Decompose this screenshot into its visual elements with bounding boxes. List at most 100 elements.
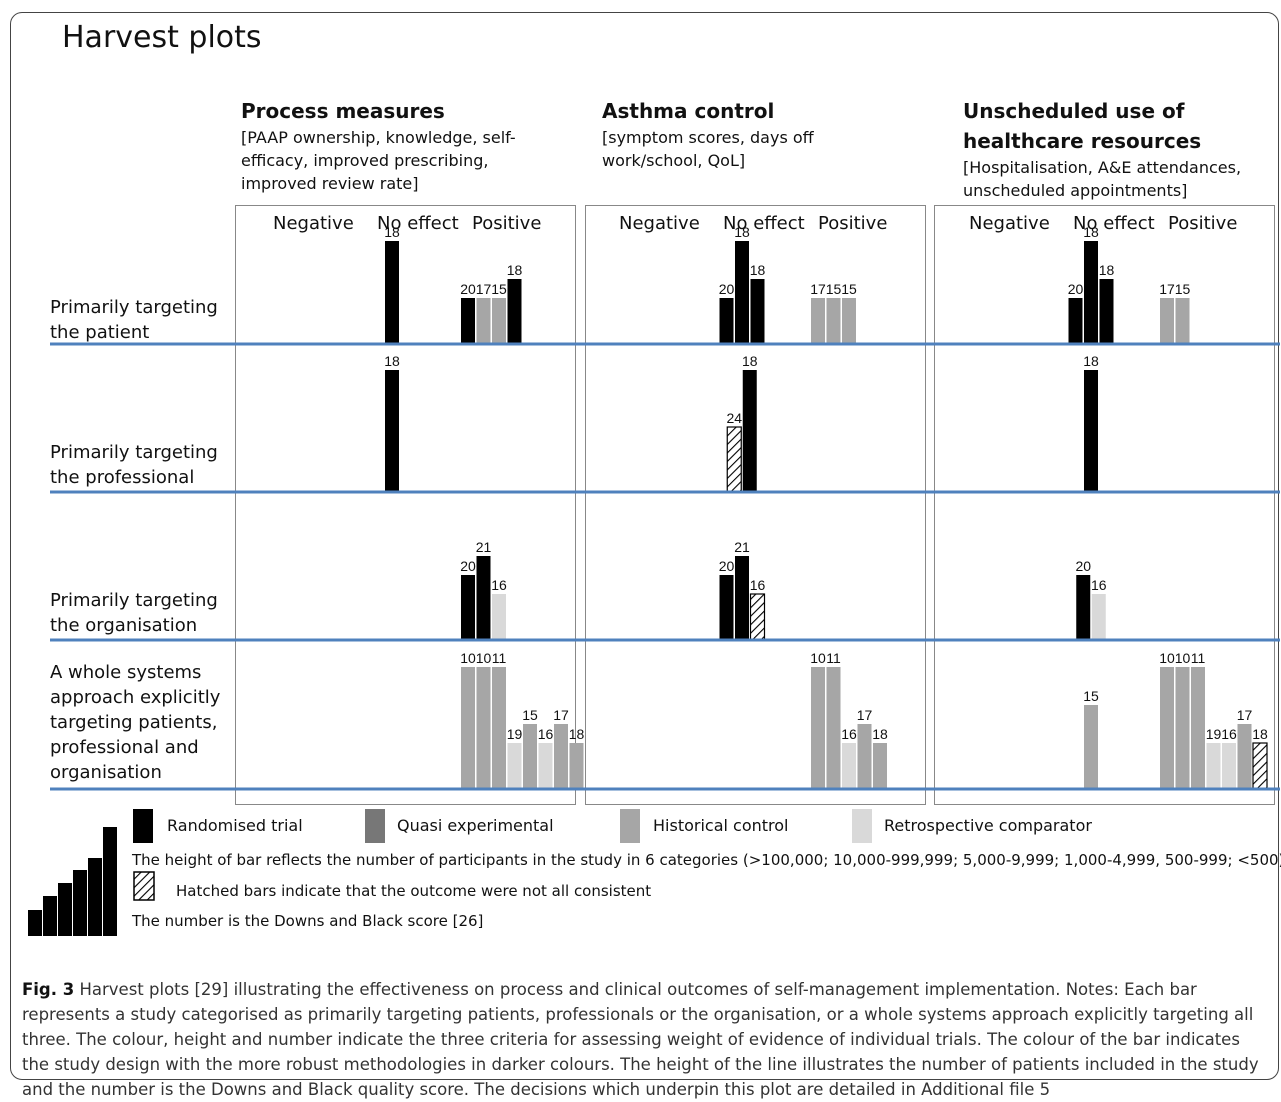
- staircase-step: [28, 910, 42, 936]
- study-bar: [811, 298, 825, 344]
- study-bar: [554, 724, 568, 789]
- score-label: 20: [1068, 281, 1084, 297]
- study-bar: [1191, 667, 1205, 789]
- score-label: 18: [384, 224, 400, 240]
- score-label: 16: [841, 726, 857, 742]
- score-label: 20: [1075, 558, 1091, 574]
- score-label: 19: [507, 726, 523, 742]
- study-bar: [1068, 298, 1083, 344]
- legend-hatch-note: Hatched bars indicate that the outcome w…: [176, 882, 652, 900]
- column-header-process: Process measures [PAAP ownership, knowle…: [241, 96, 561, 195]
- score-label: 10: [1175, 650, 1191, 666]
- legend-swatch-randomised: [133, 809, 153, 843]
- score-label: 16: [1221, 726, 1237, 742]
- row-label-professional: Primarily targeting the professional: [50, 442, 218, 488]
- study-bar: [461, 667, 475, 789]
- score-label: 10: [460, 650, 476, 666]
- score-label: 15: [491, 281, 507, 297]
- figure-caption: Fig. 3 Harvest plots [29] illustrating t…: [22, 977, 1262, 1102]
- score-label: 20: [719, 558, 735, 574]
- study-bar: [461, 575, 475, 640]
- legend-label-historical: Historical control: [653, 816, 789, 835]
- legend-swatch-retrospective: [852, 809, 872, 843]
- study-bar: [1206, 743, 1221, 789]
- study-bar: [476, 298, 491, 344]
- study-bar: [1084, 241, 1098, 344]
- effect-negative-label: Negative: [619, 213, 700, 234]
- score-label: 15: [826, 281, 842, 297]
- effect-positive-label: Positive: [1168, 213, 1238, 234]
- study-bar: [719, 575, 734, 640]
- study-bar: [1222, 743, 1236, 789]
- score-label: 15: [522, 707, 538, 723]
- score-label: 18: [1083, 224, 1099, 240]
- score-label: 11: [826, 650, 841, 666]
- column-header-asthma: Asthma control [symptom scores, days off…: [602, 96, 902, 172]
- effect-positive-label: Positive: [818, 213, 888, 234]
- score-label: 20: [719, 281, 735, 297]
- study-bar: [811, 667, 825, 789]
- study-bar: [1084, 705, 1098, 789]
- score-label: 10: [1159, 650, 1175, 666]
- study-bar: [1160, 667, 1174, 789]
- legend-label-retrospective: Retrospective comparator: [884, 816, 1092, 835]
- study-bar: [842, 298, 856, 344]
- column-subheading: [PAAP ownership, knowledge, self-efficac…: [241, 128, 516, 193]
- legend-hatch-swatch: [133, 871, 155, 901]
- study-bar: [492, 298, 506, 344]
- staircase-step: [103, 827, 117, 936]
- score-label: 10: [810, 650, 826, 666]
- study-bar: [873, 743, 887, 789]
- score-label: 16: [538, 726, 554, 742]
- study-bar: [1252, 742, 1268, 790]
- study-bar: [507, 743, 522, 789]
- score-label: 16: [1091, 577, 1107, 593]
- study-bar: [726, 426, 742, 493]
- score-label: 18: [1099, 262, 1115, 278]
- figure-frame: [10, 12, 1279, 1080]
- column-subheading: [symptom scores, days off work/school, Q…: [602, 128, 814, 170]
- score-label: 20: [460, 281, 476, 297]
- score-label: 18: [750, 262, 766, 278]
- staircase-step: [88, 858, 102, 936]
- panel-process: [235, 205, 576, 805]
- study-bar: [1175, 667, 1190, 789]
- score-label: 19: [1206, 726, 1222, 742]
- figure-title: Harvest plots: [62, 20, 262, 55]
- study-bar: [1099, 279, 1114, 344]
- study-bar: [1175, 298, 1190, 344]
- study-bar: [523, 724, 537, 789]
- score-label: 21: [734, 539, 750, 555]
- study-bar: [750, 279, 765, 344]
- effect-negative-label: Negative: [273, 213, 354, 234]
- column-header-unscheduled: Unscheduled use of healthcare resources …: [963, 96, 1241, 202]
- column-heading: Asthma control: [602, 99, 775, 123]
- study-bar: [826, 298, 841, 344]
- column-heading: Process measures: [241, 99, 445, 123]
- row-label-whole-systems: A whole systems approach explicitly targ…: [50, 662, 221, 783]
- column-heading: Unscheduled use of healthcare resources: [963, 99, 1202, 153]
- legend-swatch-quasi: [365, 809, 385, 843]
- study-bar: [1237, 724, 1252, 789]
- study-bar: [461, 298, 475, 344]
- score-label: 11: [492, 650, 507, 666]
- legend-label-randomised: Randomised trial: [167, 816, 303, 835]
- score-label: 18: [734, 224, 750, 240]
- row-label-organisation: Primarily targeting the organisation: [50, 590, 218, 636]
- score-label: 17: [810, 281, 826, 297]
- staircase-step: [58, 883, 72, 936]
- study-bar: [735, 556, 749, 640]
- score-label: 21: [476, 539, 492, 555]
- study-bar: [735, 241, 749, 344]
- study-bar: [1091, 594, 1106, 640]
- score-label: 15: [1083, 688, 1099, 704]
- study-bar: [492, 594, 506, 640]
- row-label-patient: Primarily targeting the patient: [50, 297, 218, 343]
- staircase-step: [43, 896, 57, 936]
- score-label: 17: [553, 707, 569, 723]
- panel-unscheduled: [934, 205, 1275, 805]
- staircase-step: [73, 870, 87, 936]
- study-bar: [492, 667, 506, 789]
- score-label: 17: [476, 281, 492, 297]
